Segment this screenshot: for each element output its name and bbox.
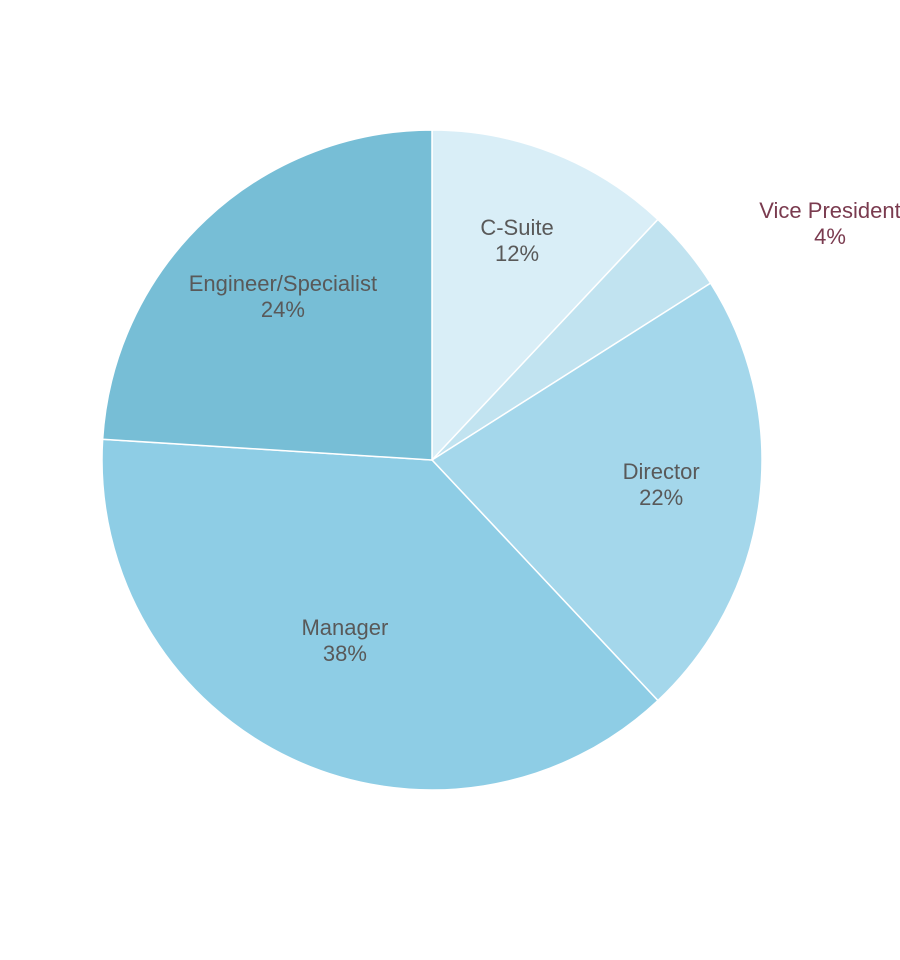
slice-percent: 12%	[495, 241, 539, 266]
pie-chart: C-Suite12% Vice President4% Director22% Man…	[0, 0, 900, 960]
slice-percent: 38%	[323, 641, 367, 666]
slice-percent: 24%	[261, 297, 305, 322]
slice-name: Vice President	[759, 198, 900, 223]
slice-name: Director	[623, 459, 700, 484]
slice-name: Engineer/Specialist	[189, 271, 377, 296]
slice-name: C-Suite	[480, 215, 553, 240]
pie-chart-container: C-Suite12% Vice President4% Director22% Man…	[0, 0, 900, 960]
slice-percent: 4%	[814, 224, 846, 249]
slice-percent: 22%	[639, 485, 683, 510]
slice-name: Manager	[301, 615, 388, 640]
slice-label: Vice President4%	[759, 198, 900, 249]
